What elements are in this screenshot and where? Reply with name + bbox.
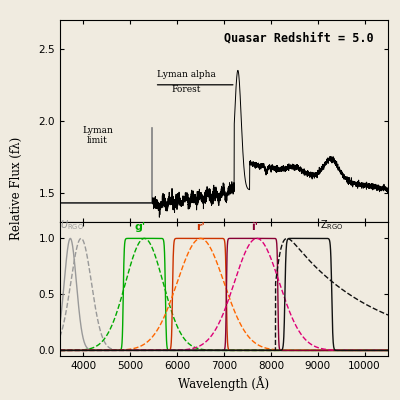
Text: U$_{\rm RGO}$: U$_{\rm RGO}$	[60, 218, 84, 232]
Text: Forest: Forest	[172, 85, 201, 94]
X-axis label: Wavelength (Å): Wavelength (Å)	[178, 376, 270, 391]
Text: Relative Flux (fλ): Relative Flux (fλ)	[10, 136, 22, 240]
Text: i': i'	[251, 222, 258, 232]
Text: Z$_{\rm RGO}$: Z$_{\rm RGO}$	[320, 218, 344, 232]
Text: Lyman alpha: Lyman alpha	[157, 70, 216, 79]
Text: Quasar Redshift = 5.0: Quasar Redshift = 5.0	[224, 32, 374, 44]
Text: r': r'	[196, 222, 205, 232]
Text: Lyman
limit: Lyman limit	[82, 126, 113, 145]
Text: g': g'	[134, 222, 145, 232]
